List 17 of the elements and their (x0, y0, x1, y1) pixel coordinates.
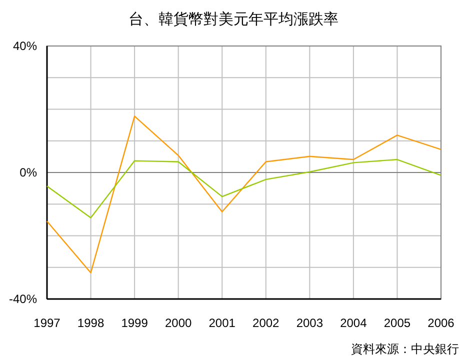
y-tick-label: 0% (20, 166, 38, 180)
x-tick-label: 2004 (340, 316, 368, 330)
x-tick-label: 1997 (34, 316, 61, 330)
x-tick-label: 2002 (252, 316, 280, 330)
chart-title: 台、韓貨幣對美元年平均漲跌率 (128, 11, 338, 28)
source-note: 資料來源：中央銀行 (351, 342, 459, 356)
x-tick-label: 1998 (77, 316, 104, 330)
x-tick-label: 1999 (121, 316, 148, 330)
line-series (46, 158, 442, 218)
x-tick-label: 2005 (384, 316, 411, 330)
y-tick-label: -40% (8, 292, 38, 306)
x-tick-label: 2003 (296, 316, 324, 330)
x-tick-label: 2006 (428, 316, 455, 330)
x-tick-label: 2000 (164, 316, 192, 330)
y-tick-label: 40% (12, 39, 38, 53)
line-series (46, 116, 442, 274)
x-tick-label: 2001 (208, 316, 236, 330)
